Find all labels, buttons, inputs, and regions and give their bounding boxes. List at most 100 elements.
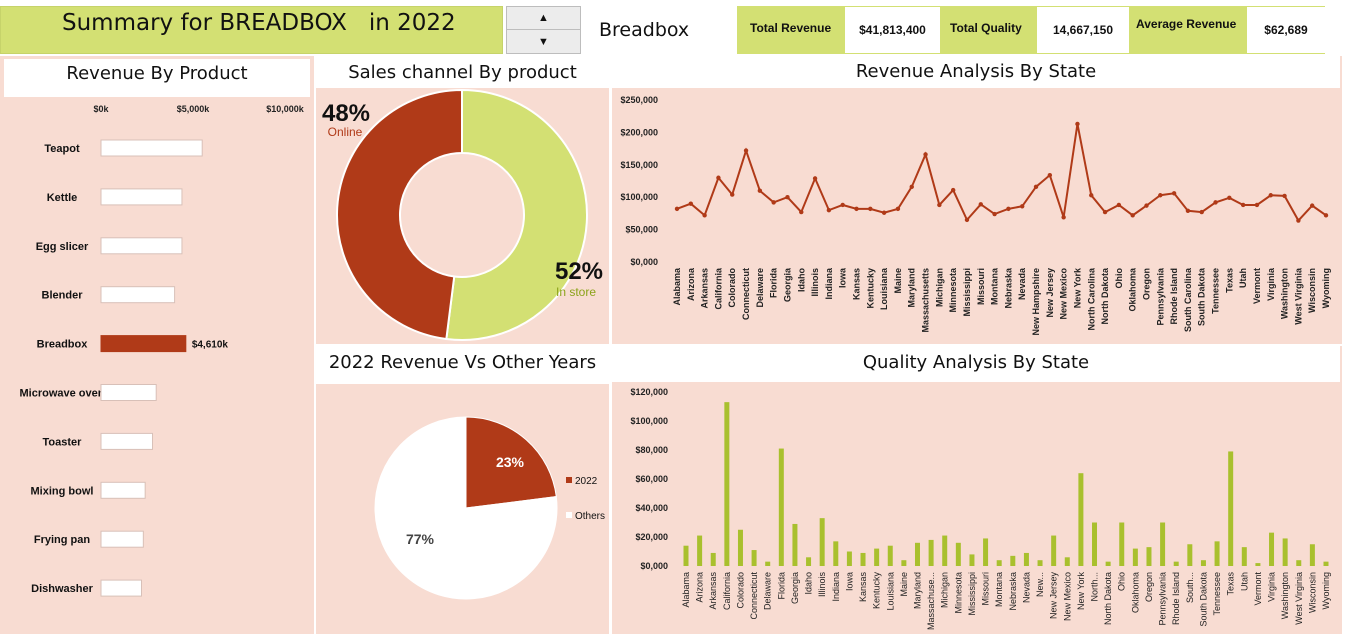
x-tick-label: New York bbox=[1076, 572, 1086, 611]
x-tick-label: Florida bbox=[769, 267, 779, 298]
x-tick-label: New... bbox=[1035, 572, 1045, 597]
x-tick-label: California bbox=[722, 572, 732, 610]
spin-up-button[interactable]: ▲ bbox=[507, 7, 580, 30]
x-tick-label: Connecticut bbox=[749, 572, 759, 620]
pie-slice-2022 bbox=[465, 416, 557, 509]
y-tick-label: $120,000 bbox=[630, 387, 668, 397]
data-point bbox=[785, 195, 790, 200]
x-tick-label: Kansas bbox=[852, 268, 862, 300]
data-point bbox=[1102, 209, 1108, 215]
x-tick-label: South Carolina bbox=[1183, 267, 1193, 332]
x-tick-label: New Jersey bbox=[1049, 572, 1059, 620]
quality-by-state-title: Quality Analysis By State bbox=[612, 346, 1340, 382]
bar bbox=[1173, 561, 1179, 566]
spin-down-button[interactable]: ▼ bbox=[507, 30, 580, 53]
x-tick-label: Wyoming bbox=[1321, 572, 1331, 609]
x-tick-label: Rhode Island bbox=[1171, 572, 1181, 625]
x-tick-label: Florida bbox=[776, 572, 786, 600]
bar bbox=[765, 561, 771, 566]
category-label: Toaster bbox=[43, 436, 83, 448]
donut-category-label: In store bbox=[556, 285, 596, 299]
x-tick-label: Michigan bbox=[934, 268, 944, 307]
legend-label: 2022 bbox=[575, 476, 598, 487]
data-point bbox=[840, 202, 845, 208]
x-tick-label: Maryland bbox=[912, 572, 922, 609]
x-tick-label: Missouri bbox=[981, 572, 991, 606]
x-tick-label: Minnesota bbox=[948, 267, 958, 312]
y-tick-label: $20,000 bbox=[635, 532, 668, 542]
bar bbox=[100, 139, 203, 157]
x-tick-label: Utah bbox=[1239, 572, 1249, 591]
data-point bbox=[1144, 203, 1149, 208]
x-tick-label: New Mexico bbox=[1062, 572, 1072, 621]
bar bbox=[1269, 532, 1275, 566]
bar bbox=[819, 518, 825, 566]
x-tick-label: Ohio bbox=[1117, 572, 1127, 591]
x-tick-label: Maine bbox=[893, 268, 903, 294]
bar bbox=[1214, 541, 1220, 566]
bar bbox=[996, 560, 1002, 566]
kpi-strip bbox=[737, 6, 1325, 54]
category-label: Microwave oven bbox=[20, 388, 105, 400]
revenue-vs-years-chart: 23% 77% 2022 Others bbox=[374, 416, 605, 600]
x-tick-label: Kentucky bbox=[865, 268, 875, 309]
data-point bbox=[716, 175, 721, 180]
x-tick-label: Delaware bbox=[763, 572, 773, 610]
x-tick-label: North... bbox=[1090, 572, 1100, 602]
x-tick-label: Kansas bbox=[858, 572, 868, 603]
bar bbox=[1228, 451, 1234, 566]
x-tick-label: Idaho bbox=[804, 572, 814, 595]
y-tick-label: $60,000 bbox=[635, 474, 668, 484]
data-point bbox=[1158, 193, 1163, 198]
x-tick-label: Idaho bbox=[796, 267, 806, 292]
bar bbox=[901, 560, 907, 566]
total-revenue-value: $41,813,400 bbox=[845, 7, 940, 53]
bar bbox=[100, 335, 187, 353]
average-revenue-label: Average Revenue bbox=[1136, 17, 1237, 31]
bar bbox=[1255, 563, 1261, 566]
x-tick-label: Pennsylvania bbox=[1155, 267, 1165, 326]
y-tick-label: $200,000 bbox=[620, 127, 658, 137]
x-tick-label: Utah bbox=[1238, 268, 1248, 288]
x-tick-label: Arkansas bbox=[700, 268, 710, 309]
bar bbox=[100, 481, 146, 499]
bar bbox=[1105, 561, 1111, 566]
x-tick-label: North Carolina bbox=[1086, 267, 1096, 330]
data-point bbox=[674, 206, 680, 212]
x-tick-label: Louisiana bbox=[885, 572, 895, 611]
category-label: Kettle bbox=[47, 192, 78, 204]
x-tick-label: Virginia bbox=[1267, 572, 1277, 602]
x-tick-label: Georgia bbox=[782, 267, 792, 302]
data-point bbox=[771, 200, 776, 205]
bar bbox=[833, 541, 839, 566]
x-tick-label: Wisconsin bbox=[1307, 268, 1317, 313]
bar bbox=[1146, 547, 1152, 566]
bar bbox=[955, 542, 961, 566]
bar bbox=[1282, 538, 1288, 566]
x-tick-label: Iowa bbox=[838, 267, 848, 288]
bar bbox=[806, 557, 812, 566]
product-spinner[interactable]: ▲ ▼ bbox=[506, 6, 581, 54]
bar bbox=[1092, 522, 1098, 566]
x-tick-label: Oregon bbox=[1141, 268, 1151, 300]
data-point bbox=[937, 202, 942, 208]
bar bbox=[1309, 544, 1315, 566]
bar bbox=[1200, 560, 1206, 566]
x-tick-label: North Dakota bbox=[1100, 267, 1110, 324]
x-tick-label: Oklahoma bbox=[1130, 572, 1140, 613]
bar bbox=[1051, 535, 1057, 566]
x-tick-label: Tennessee bbox=[1211, 268, 1221, 314]
data-point bbox=[950, 187, 956, 193]
x-tick-label: Massachuse... bbox=[926, 572, 936, 630]
bar bbox=[100, 530, 144, 548]
x-tick-label: Vermont bbox=[1252, 268, 1262, 304]
down-arrow-icon: ▼ bbox=[538, 35, 549, 48]
revenue-by-product-chart: $0k $5,000k $10,000k Teapot Kettle Egg slicer… bbox=[20, 104, 305, 597]
x-tick-label: California bbox=[713, 267, 723, 310]
x-tick-label: Nevada bbox=[1017, 267, 1027, 300]
data-point bbox=[1061, 215, 1066, 220]
data-point bbox=[1227, 195, 1232, 201]
data-point bbox=[799, 209, 804, 215]
bar bbox=[860, 552, 866, 566]
average-revenue-value: $62,689 bbox=[1247, 7, 1325, 53]
